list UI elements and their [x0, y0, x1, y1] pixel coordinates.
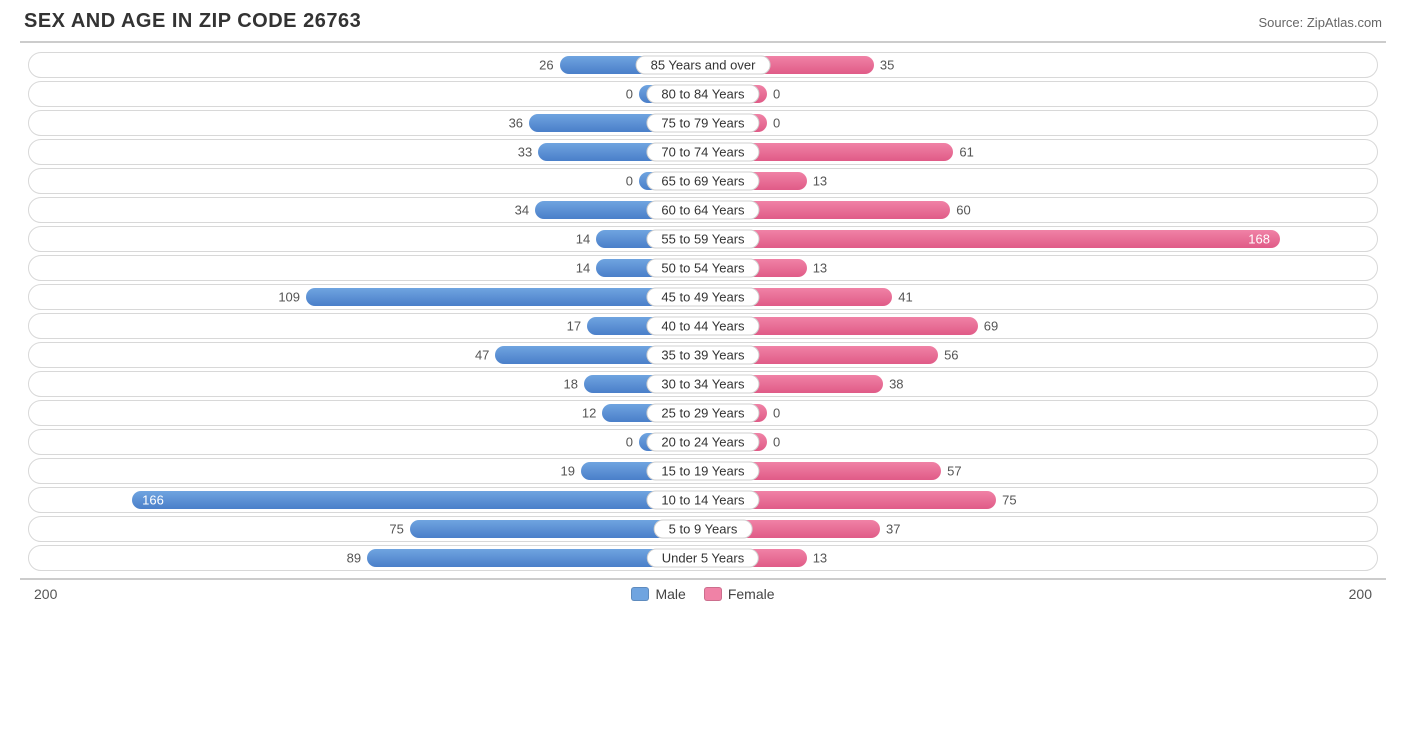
legend-male-swatch [631, 587, 649, 601]
male-value: 14 [576, 261, 590, 276]
age-row: 0 0 20 to 24 Years [28, 429, 1378, 455]
female-value: 13 [813, 174, 827, 189]
male-value: 34 [515, 203, 529, 218]
age-label: 85 Years and over [636, 56, 771, 75]
age-label: 30 to 34 Years [646, 375, 759, 394]
chart-area: 263585 Years and over0080 to 84 Years360… [20, 41, 1386, 580]
female-value: 0 [773, 87, 780, 102]
age-row: 0 13 65 to 69 Years [28, 168, 1378, 194]
chart-title: SEX AND AGE IN ZIP CODE 26763 [24, 10, 361, 33]
legend-male-label: Male [655, 586, 685, 602]
age-label: 80 to 84 Years [646, 85, 759, 104]
female-value: 13 [813, 261, 827, 276]
male-value: 166 [132, 493, 174, 508]
age-label: 55 to 59 Years [646, 230, 759, 249]
male-value: 75 [389, 522, 403, 537]
female-value: 0 [773, 116, 780, 131]
legend-male: Male [631, 586, 685, 602]
age-label: 40 to 44 Years [646, 317, 759, 336]
axis-right-label: 200 [1349, 586, 1372, 602]
age-label: 25 to 29 Years [646, 404, 759, 423]
male-value: 89 [347, 551, 361, 566]
age-label: 35 to 39 Years [646, 346, 759, 365]
age-label: 15 to 19 Years [646, 462, 759, 481]
age-label: Under 5 Years [647, 549, 759, 568]
age-row: 14 13 50 to 54 Years [28, 255, 1378, 281]
male-value: 18 [564, 377, 578, 392]
female-value: 38 [889, 377, 903, 392]
male-value: 36 [509, 116, 523, 131]
female-value: 35 [880, 58, 894, 73]
legend-female: Female [704, 586, 775, 602]
age-row: 12 0 25 to 29 Years [28, 400, 1378, 426]
female-value: 168 [1238, 232, 1280, 247]
age-label: 45 to 49 Years [646, 288, 759, 307]
age-row: 17 69 40 to 44 Years [28, 313, 1378, 339]
female-value: 57 [947, 464, 961, 479]
age-label: 5 to 9 Years [654, 520, 753, 539]
female-value: 75 [1002, 493, 1016, 508]
female-value: 60 [956, 203, 970, 218]
age-label: 10 to 14 Years [646, 491, 759, 510]
age-row: 0 0 80 to 84 Years [28, 81, 1378, 107]
female-value: 56 [944, 348, 958, 363]
female-value: 13 [813, 551, 827, 566]
female-value: 41 [898, 290, 912, 305]
age-row: 166 75 10 to 14 Years [28, 487, 1378, 513]
age-row: 33 61 70 to 74 Years [28, 139, 1378, 165]
male-bar [132, 491, 703, 509]
male-value: 26 [539, 58, 553, 73]
age-row: 89 13 Under 5 Years [28, 545, 1378, 571]
legend-female-label: Female [728, 586, 775, 602]
age-row: 109 41 45 to 49 Years [28, 284, 1378, 310]
male-value: 33 [518, 145, 532, 160]
female-value: 69 [984, 319, 998, 334]
male-value: 0 [626, 174, 633, 189]
chart-footer: 200 Male Female 200 [20, 580, 1386, 604]
male-value: 0 [626, 435, 633, 450]
age-row: 18 38 30 to 34 Years [28, 371, 1378, 397]
axis-left-label: 200 [34, 586, 57, 602]
age-label: 70 to 74 Years [646, 143, 759, 162]
male-value: 47 [475, 348, 489, 363]
female-value: 37 [886, 522, 900, 537]
legend: Male Female [631, 586, 774, 602]
age-label: 60 to 64 Years [646, 201, 759, 220]
male-value: 0 [626, 87, 633, 102]
male-value: 14 [576, 232, 590, 247]
age-label: 65 to 69 Years [646, 172, 759, 191]
male-value: 12 [582, 406, 596, 421]
female-value: 61 [959, 145, 973, 160]
age-label: 50 to 54 Years [646, 259, 759, 278]
female-bar [703, 230, 1280, 248]
age-label: 20 to 24 Years [646, 433, 759, 452]
chart-source: Source: ZipAtlas.com [1258, 15, 1382, 30]
male-value: 19 [561, 464, 575, 479]
age-row: 14 168 55 to 59 Years [28, 226, 1378, 252]
age-row: 26 35 85 Years and over [28, 52, 1378, 78]
male-bar [306, 288, 703, 306]
age-row: 19 57 15 to 19 Years [28, 458, 1378, 484]
female-value: 0 [773, 435, 780, 450]
age-row: 75 37 5 to 9 Years [28, 516, 1378, 542]
female-value: 0 [773, 406, 780, 421]
age-row: 36 0 75 to 79 Years [28, 110, 1378, 136]
male-value: 109 [278, 290, 300, 305]
legend-female-swatch [704, 587, 722, 601]
male-value: 17 [567, 319, 581, 334]
chart-header: SEX AND AGE IN ZIP CODE 26763 Source: Zi… [20, 10, 1386, 33]
age-row: 34 60 60 to 64 Years [28, 197, 1378, 223]
age-label: 75 to 79 Years [646, 114, 759, 133]
age-row: 47 56 35 to 39 Years [28, 342, 1378, 368]
